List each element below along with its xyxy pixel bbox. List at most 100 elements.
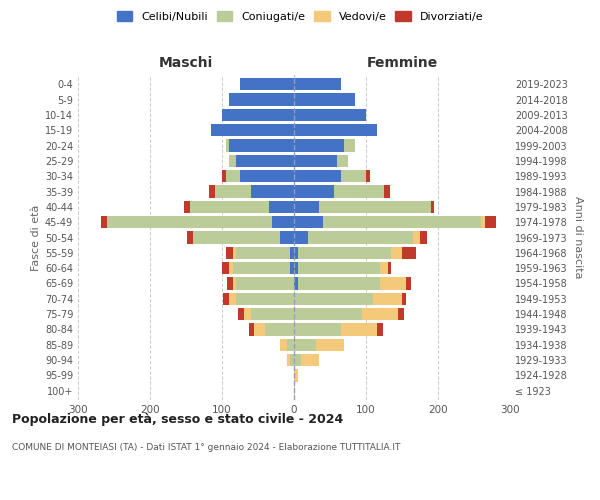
Bar: [294, 170, 341, 182]
Bar: [101, 216, 107, 228]
Bar: [384, 185, 390, 198]
Bar: [294, 124, 377, 136]
Bar: [294, 369, 298, 382]
Bar: [294, 93, 355, 106]
Bar: [107, 216, 272, 228]
Bar: [236, 154, 294, 167]
Bar: [344, 139, 355, 152]
Bar: [280, 231, 294, 244]
Bar: [298, 246, 391, 259]
Bar: [280, 338, 287, 351]
Bar: [402, 292, 406, 305]
Bar: [226, 170, 240, 182]
Bar: [233, 277, 236, 290]
Bar: [222, 170, 226, 182]
Bar: [222, 262, 229, 274]
Bar: [294, 277, 298, 290]
Bar: [227, 277, 233, 290]
Bar: [294, 231, 308, 244]
Bar: [294, 246, 298, 259]
Bar: [380, 277, 406, 290]
Bar: [244, 308, 251, 320]
Bar: [431, 200, 434, 213]
Legend: Celibi/Nubili, Coniugati/e, Vedovi/e, Divorziati/e: Celibi/Nubili, Coniugati/e, Vedovi/e, Di…: [113, 8, 487, 25]
Bar: [187, 231, 193, 244]
Bar: [294, 384, 295, 397]
Bar: [294, 216, 323, 228]
Bar: [362, 308, 398, 320]
Bar: [294, 154, 337, 167]
Bar: [265, 323, 294, 336]
Bar: [391, 246, 402, 259]
Bar: [236, 277, 294, 290]
Bar: [294, 108, 366, 121]
Bar: [236, 292, 294, 305]
Bar: [238, 308, 244, 320]
Bar: [229, 93, 294, 106]
Bar: [226, 246, 233, 259]
Bar: [226, 139, 229, 152]
Bar: [251, 185, 294, 198]
Text: Maschi: Maschi: [159, 56, 213, 70]
Bar: [240, 78, 294, 90]
Bar: [298, 262, 380, 274]
Bar: [272, 216, 294, 228]
Bar: [402, 246, 416, 259]
Bar: [377, 323, 383, 336]
Bar: [290, 354, 294, 366]
Text: Femmine: Femmine: [367, 56, 437, 70]
Y-axis label: Fasce di età: Fasce di età: [31, 204, 41, 270]
Bar: [222, 108, 294, 121]
Bar: [294, 78, 341, 90]
Bar: [240, 170, 294, 182]
Text: COMUNE DI MONTEIASI (TA) - Dati ISTAT 1° gennaio 2024 - Elaborazione TUTTITALIA.: COMUNE DI MONTEIASI (TA) - Dati ISTAT 1°…: [12, 442, 400, 452]
Bar: [294, 139, 344, 152]
Bar: [334, 185, 384, 198]
Bar: [366, 170, 370, 182]
Bar: [413, 231, 420, 244]
Bar: [229, 154, 236, 167]
Bar: [294, 323, 341, 336]
Bar: [184, 200, 190, 213]
Bar: [233, 262, 290, 274]
Bar: [223, 292, 229, 305]
Bar: [215, 185, 251, 198]
Bar: [341, 323, 377, 336]
Bar: [337, 154, 348, 167]
Bar: [248, 323, 254, 336]
Bar: [229, 292, 236, 305]
Y-axis label: Anni di nascita: Anni di nascita: [573, 196, 583, 279]
Text: Popolazione per età, sesso e stato civile - 2024: Popolazione per età, sesso e stato civil…: [12, 412, 343, 426]
Bar: [398, 308, 404, 320]
Bar: [190, 200, 269, 213]
Bar: [294, 354, 301, 366]
Bar: [294, 308, 362, 320]
Bar: [481, 216, 485, 228]
Bar: [294, 200, 319, 213]
Bar: [254, 323, 265, 336]
Bar: [294, 185, 334, 198]
Bar: [229, 139, 294, 152]
Bar: [319, 200, 431, 213]
Bar: [269, 200, 294, 213]
Bar: [193, 231, 280, 244]
Bar: [485, 216, 496, 228]
Bar: [287, 354, 290, 366]
Bar: [290, 246, 294, 259]
Bar: [301, 354, 319, 366]
Bar: [323, 216, 481, 228]
Bar: [233, 246, 236, 259]
Bar: [316, 338, 344, 351]
Bar: [380, 262, 388, 274]
Bar: [420, 231, 427, 244]
Bar: [236, 246, 290, 259]
Bar: [294, 292, 373, 305]
Bar: [388, 262, 391, 274]
Bar: [308, 231, 413, 244]
Bar: [341, 170, 366, 182]
Bar: [373, 292, 402, 305]
Bar: [287, 338, 294, 351]
Bar: [229, 262, 233, 274]
Bar: [406, 277, 412, 290]
Bar: [298, 277, 380, 290]
